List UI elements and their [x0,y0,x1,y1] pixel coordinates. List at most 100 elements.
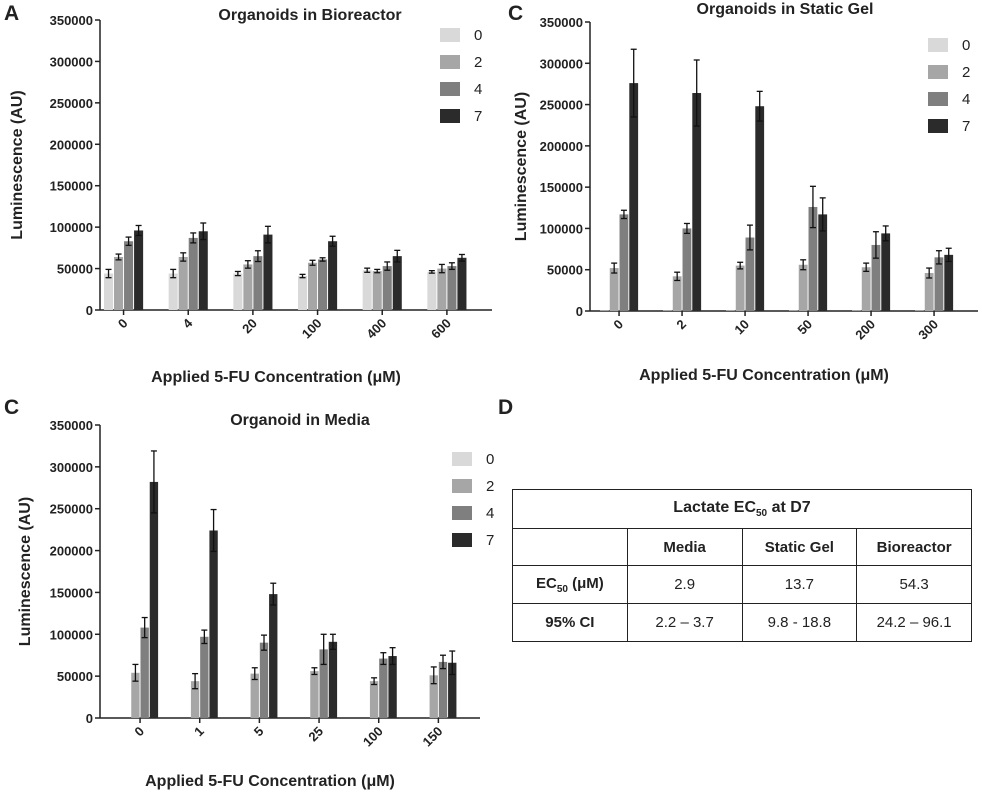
bar-day-0 [298,276,308,310]
x-axis-title: Applied 5-FU Concentration (μM) [145,773,395,790]
x-tick-label: 0 [115,316,131,332]
bar-day-7 [149,481,159,718]
ec50-label-unit: (μM) [567,574,604,592]
y-tick-label: 0 [86,303,93,318]
x-tick-label: 1 [191,724,207,740]
legend-swatch [452,533,472,547]
x-axis-title: Applied 5-FU Concentration (μM) [151,369,401,386]
bar-day-7 [818,214,828,311]
media-chart: Organoid in Media 0 50000 100000 150000 20000… [17,412,494,790]
legend-swatch [452,506,472,520]
static-gel-chart: Organoids in Static Gel 0 50000 100000 15000… [513,1,978,384]
bar-day-7 [134,230,144,310]
bar-day-0 [233,273,243,310]
y-tick-label: 150000 [50,585,93,600]
legend-label: 2 [962,64,970,81]
y-tick-label: 350000 [50,13,93,28]
y-tick-label: 150000 [540,180,583,195]
legend-label: 0 [486,451,494,468]
y-tick-label: 250000 [540,98,583,113]
table-title-subscript: 50 [756,508,768,520]
bar-day-7 [198,231,208,310]
bar-day-2 [190,681,200,718]
x-tick-label: 10 [731,317,752,338]
x-tick-label: 0 [131,724,147,740]
panel-letter-b: C [508,2,524,25]
bar-day-4 [745,237,755,311]
x-tick-label: 150 [420,724,446,750]
table-row-label-ec50: EC50 (μM) [512,565,628,604]
y-axis-title: Luminescence (AU) [17,497,34,646]
bioreactor-chart: Organoids in Bioreactor 0 50000 100000 15000… [9,7,492,386]
bar-day-4 [438,661,448,718]
bar-day-2 [924,273,934,311]
bar-day-2 [131,672,140,718]
bar-day-7 [392,256,402,310]
y-tick-label: 300000 [50,460,93,475]
bar-day-4 [379,658,388,718]
table-cell: 24.2 – 96.1 [856,603,972,642]
static-gel-chart-panel: Organoids in Static Gel 0 50000 100000 15000… [500,0,982,395]
y-tick-label: 250000 [50,502,93,517]
legend-swatch [452,452,472,466]
bar-day-4 [140,627,149,718]
bar-day-4 [619,214,629,311]
legend-label: 2 [486,478,494,495]
panel-letter-d: D [498,396,514,419]
bar-day-7 [209,530,218,718]
table-row-label-ci: 95% CI [512,603,628,642]
table-row-ci: 95% CI 2.2 – 3.7 9.8 - 18.8 24.2 – 96.1 [512,603,972,642]
bar-day-7 [944,254,954,311]
ec50-label: EC [535,574,557,592]
bar-day-4 [382,266,392,310]
table-title-text: Lactate EC [673,498,756,516]
bar-day-4 [200,636,209,718]
bar-day-7 [263,234,273,310]
bar-day-4 [319,649,328,718]
x-tick-label: 2 [673,317,689,333]
bar-day-2 [250,673,259,718]
legend-label: 0 [474,27,482,44]
bar-day-2 [114,256,124,310]
legend-swatch [440,28,460,42]
legend-swatch [928,65,948,79]
bar-day-4 [447,266,457,310]
media-chart-panel: Organoid in Media 0 50000 100000 150000 20000… [0,398,500,793]
bar-day-2 [672,276,682,311]
y-tick-label: 300000 [50,54,93,69]
y-tick-label: 100000 [50,220,93,235]
x-tick-label: 300 [915,317,941,343]
ec50-table: Lactate EC50 at D7 Media Static Gel Bior… [512,489,972,642]
bioreactor-chart-panel: Organoids in Bioreactor 0 50000 100000 15000… [0,0,500,395]
chart-title: Organoid in Media [230,412,370,429]
table-title-suffix: at D7 [767,498,811,516]
x-tick-label: 5 [251,724,267,740]
bar-day-0 [362,270,372,310]
bar-day-0 [427,271,437,310]
bar-day-4 [124,241,134,310]
bar-day-2 [178,256,188,310]
bar-day-0 [168,273,178,310]
bar-day-2 [243,264,253,310]
legend-swatch [928,119,948,133]
bar-day-2 [437,268,447,310]
legend-label: 7 [474,108,482,125]
x-tick-label: 600 [428,316,454,342]
y-axis-title: Luminescence (AU) [9,90,26,239]
ec50-label-subscript: 50 [556,583,568,595]
x-tick-label: 20 [239,316,260,337]
x-tick-label: 25 [305,724,326,745]
y-tick-label: 0 [576,304,583,319]
x-tick-label: 50 [794,317,815,338]
table-title: Lactate EC50 at D7 [512,489,972,529]
table-cell: 2.2 – 3.7 [626,603,743,642]
table-corner-cell [512,528,628,566]
bar-day-7 [457,257,467,310]
x-tick-label: 0 [610,317,626,333]
y-tick-label: 50000 [57,262,93,277]
y-tick-label: 50000 [57,669,93,684]
legend-swatch [440,109,460,123]
bar-day-7 [388,656,397,718]
y-tick-label: 150000 [50,179,93,194]
y-tick-label: 300000 [540,56,583,71]
